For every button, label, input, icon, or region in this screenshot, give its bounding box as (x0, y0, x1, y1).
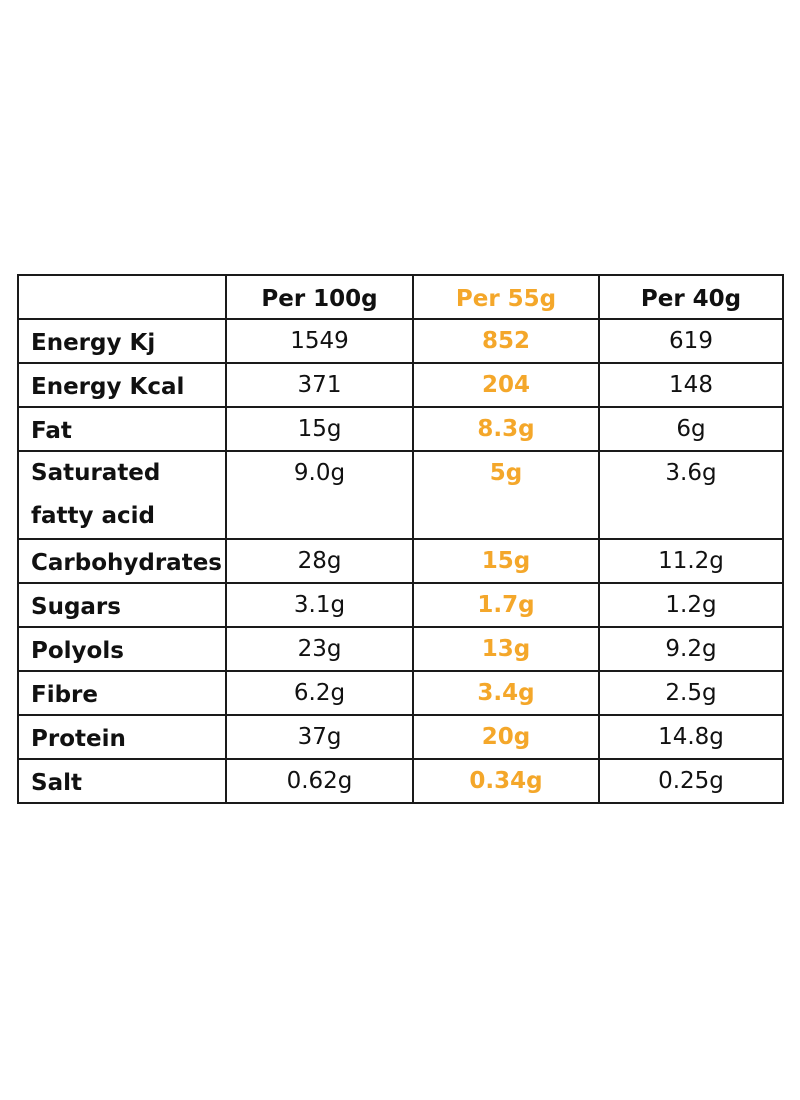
value-per-40g: 2.5g (598, 670, 784, 716)
value-per-55g: 852 (412, 318, 600, 364)
table-row: Carbohydrates 28g 15g 11.2g (17, 538, 784, 584)
value-per-40g: 148 (598, 362, 784, 408)
value-per-40g: 6g (598, 406, 784, 452)
table-row: Sugars 3.1g 1.7g 1.2g (17, 582, 784, 628)
value-per-40g: 0.25g (598, 758, 784, 804)
value-per-40g: 9.2g (598, 626, 784, 672)
value-per-100g: 0.62g (225, 758, 414, 804)
value-per-100g: 23g (225, 626, 414, 672)
header-per-55g: Per 55g (412, 274, 600, 320)
value-per-55g: 8.3g (412, 406, 600, 452)
value-per-55g: 13g (412, 626, 600, 672)
value-per-55g: 5g (412, 450, 600, 540)
value-per-55g: 20g (412, 714, 600, 760)
row-label: Fat (17, 406, 227, 452)
value-per-55g: 3.4g (412, 670, 600, 716)
value-per-40g: 11.2g (598, 538, 784, 584)
row-label: Fibre (17, 670, 227, 716)
value-per-100g: 6.2g (225, 670, 414, 716)
table-row: Energy Kcal 371 204 148 (17, 362, 784, 408)
value-per-55g: 15g (412, 538, 600, 584)
value-per-55g: 0.34g (412, 758, 600, 804)
row-label: Carbohydrates (17, 538, 227, 584)
table-row: Salt 0.62g 0.34g 0.25g (17, 758, 784, 804)
header-empty-cell (17, 274, 227, 320)
row-label: Sugars (17, 582, 227, 628)
value-per-100g: 37g (225, 714, 414, 760)
header-row: Per 100g Per 55g Per 40g (17, 274, 784, 320)
value-per-40g: 3.6g (598, 450, 784, 540)
value-per-100g: 3.1g (225, 582, 414, 628)
table-row: Energy Kj 1549 852 619 (17, 318, 784, 364)
header-per-40g: Per 40g (598, 274, 784, 320)
value-per-100g: 15g (225, 406, 414, 452)
row-label: Energy Kj (17, 318, 227, 364)
value-per-40g: 619 (598, 318, 784, 364)
table-row: Protein 37g 20g 14.8g (17, 714, 784, 760)
value-per-40g: 14.8g (598, 714, 784, 760)
value-per-100g: 9.0g (225, 450, 414, 540)
value-per-100g: 28g (225, 538, 414, 584)
row-label: Saturated fatty acid (17, 450, 227, 540)
table-row: Fibre 6.2g 3.4g 2.5g (17, 670, 784, 716)
row-label: Polyols (17, 626, 227, 672)
table-row: Saturated fatty acid 9.0g 5g 3.6g (17, 450, 784, 540)
value-per-100g: 371 (225, 362, 414, 408)
nutrition-table: Per 100g Per 55g Per 40g Energy Kj 1549 … (17, 274, 784, 804)
row-label: Salt (17, 758, 227, 804)
header-per-100g: Per 100g (225, 274, 414, 320)
row-label: Protein (17, 714, 227, 760)
value-per-55g: 1.7g (412, 582, 600, 628)
table-row: Polyols 23g 13g 9.2g (17, 626, 784, 672)
value-per-40g: 1.2g (598, 582, 784, 628)
table-row: Fat 15g 8.3g 6g (17, 406, 784, 452)
value-per-55g: 204 (412, 362, 600, 408)
row-label: Energy Kcal (17, 362, 227, 408)
value-per-100g: 1549 (225, 318, 414, 364)
